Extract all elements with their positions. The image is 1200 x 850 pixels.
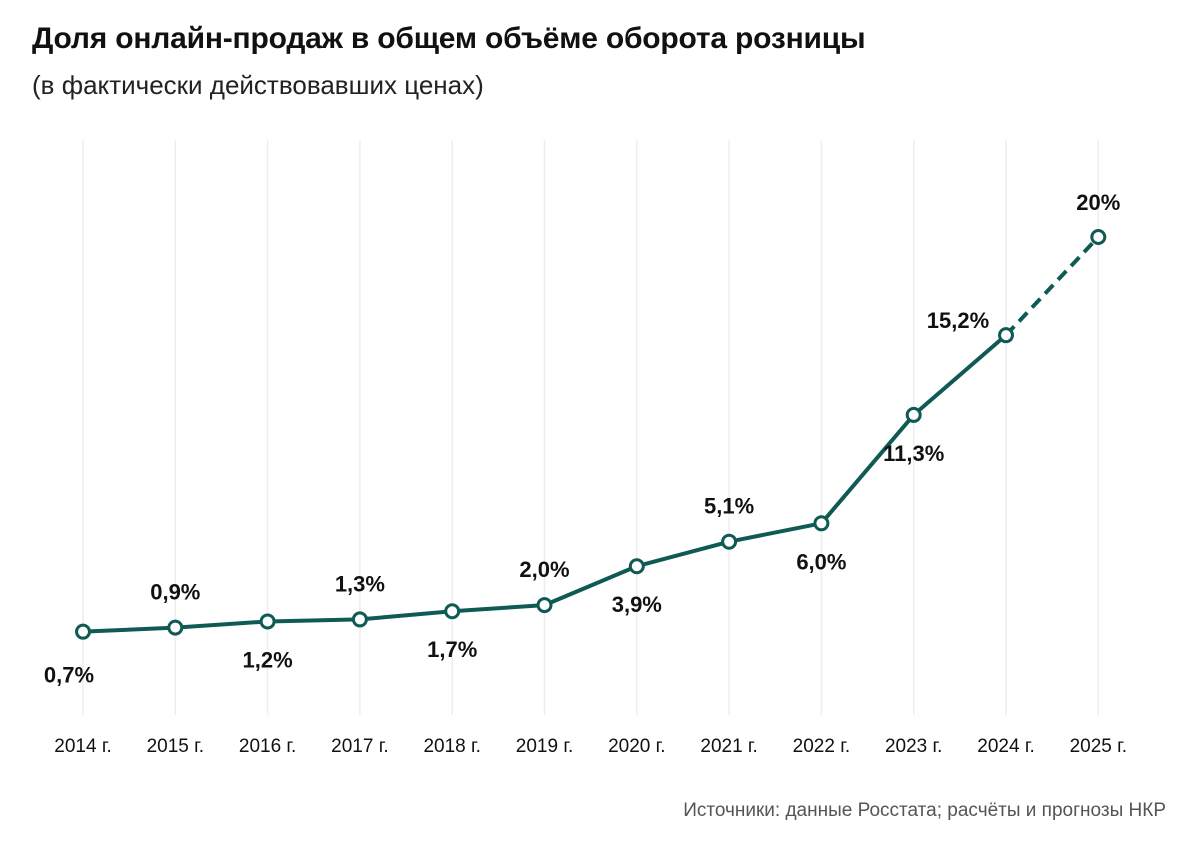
data-point: [351, 611, 368, 628]
data-label: 3,9%: [612, 592, 662, 617]
data-label: 5,1%: [704, 494, 754, 519]
data-point: [259, 613, 276, 630]
data-label: 6,0%: [796, 549, 846, 574]
data-label: 1,2%: [243, 647, 293, 672]
data-label: 1,7%: [427, 637, 477, 662]
x-tick-label: 2015 г.: [147, 736, 204, 757]
x-tick-label: 2021 г.: [700, 736, 757, 757]
data-label: 11,3%: [883, 441, 944, 466]
data-point: [444, 603, 461, 620]
x-tick-label: 2023 г.: [885, 736, 942, 757]
line-layer: [81, 235, 1100, 634]
line-chart: 0,7% 0,9% 1,2% 1,3% 1,7% 2,0% 3,9% 5,1% 6,0% 11,3…: [44, 140, 1127, 757]
data-point: [628, 558, 645, 575]
data-point: [721, 533, 738, 550]
source-note: Источники: данные Росстата; расчёты и пр…: [683, 800, 1166, 821]
data-label: 0,9%: [150, 580, 200, 605]
tick-layer: 2014 г. 2015 г. 2016 г. 2017 г. 2018 г. 2019 …: [54, 736, 1127, 757]
data-point: [813, 515, 830, 532]
chart-title: Доля онлайн-продаж в общем объёме оборот…: [32, 22, 866, 55]
data-label: 20%: [1076, 190, 1120, 215]
series-line-forecast: [1004, 235, 1100, 337]
label-layer: 0,7% 0,9% 1,2% 1,3% 1,7% 2,0% 3,9% 5,1% 6,0% 11,3…: [44, 190, 1120, 688]
chart-subtitle: (в фактически действовавших ценах): [32, 70, 484, 100]
data-label: 0,7%: [44, 663, 94, 688]
data-point: [167, 619, 184, 636]
x-tick-label: 2025 г.: [1070, 736, 1127, 757]
data-point: [1090, 229, 1107, 245]
data-point: [905, 406, 922, 423]
data-point: [75, 623, 91, 640]
grid-layer: [82, 140, 1100, 715]
x-tick-label: 2019 г.: [516, 736, 573, 757]
data-point: [998, 327, 1014, 344]
x-tick-label: 2024 г.: [977, 736, 1034, 757]
x-tick-label: 2020 г.: [608, 736, 665, 757]
data-label: 15,2%: [927, 308, 989, 333]
x-tick-label: 2017 г.: [331, 736, 388, 757]
x-tick-label: 2014 г.: [54, 736, 111, 757]
x-tick-label: 2016 г.: [239, 736, 296, 757]
data-point: [536, 597, 553, 614]
point-layer: [75, 229, 1107, 640]
data-label: 2,0%: [519, 557, 569, 582]
x-tick-label: 2022 г.: [793, 736, 850, 757]
data-label: 1,3%: [335, 571, 385, 596]
x-tick-label: 2018 г.: [423, 736, 480, 757]
